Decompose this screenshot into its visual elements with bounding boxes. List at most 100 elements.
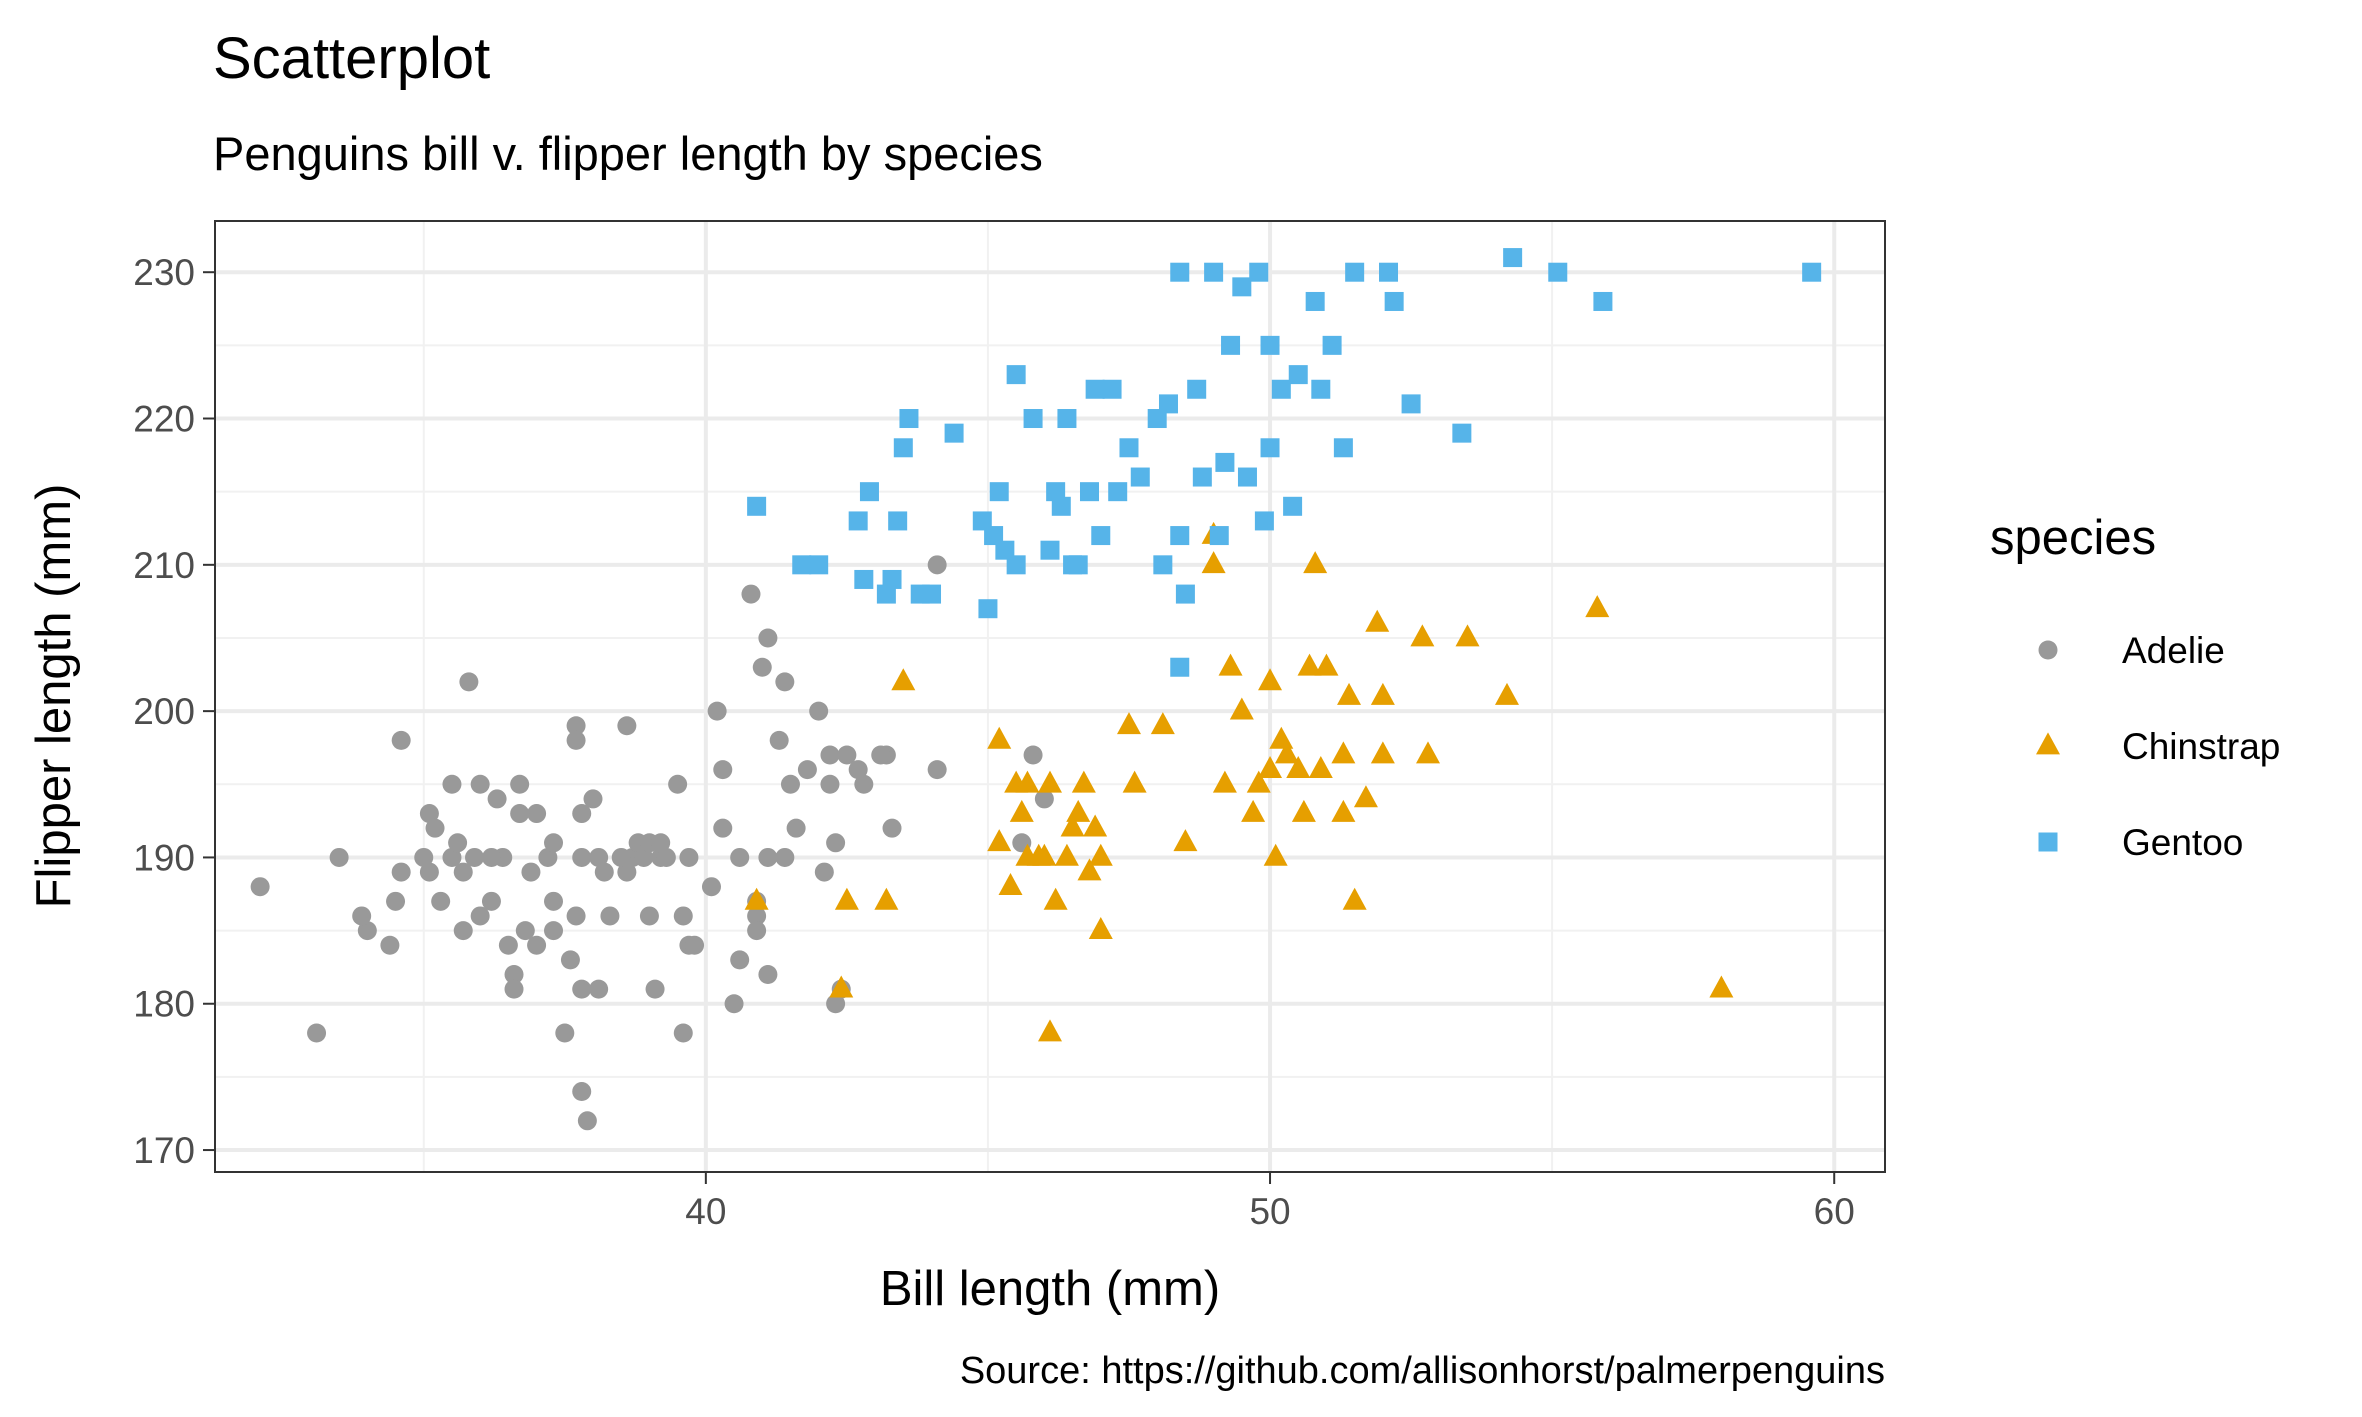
data-point-gentoo (1283, 496, 1303, 516)
data-point-adelie (470, 906, 490, 926)
data-point-chinstrap (1212, 770, 1237, 793)
data-point-chinstrap (1088, 916, 1113, 939)
data-point-adelie (498, 935, 518, 955)
data-point-adelie (639, 906, 659, 926)
data-point-chinstrap (1083, 814, 1108, 837)
data-point-chinstrap (1241, 799, 1266, 822)
data-point-adelie (611, 847, 631, 867)
data-point-adelie (600, 906, 620, 926)
data-point-chinstrap (1297, 653, 1322, 676)
data-point-adelie (425, 818, 445, 838)
data-point-chinstrap (987, 829, 1012, 852)
data-point-gentoo (1232, 277, 1252, 297)
data-point-chinstrap (1060, 814, 1085, 837)
data-point-adelie (707, 701, 727, 721)
data-point-adelie (820, 774, 840, 794)
data-point-chinstrap (1122, 770, 1147, 793)
data-point-adelie (453, 921, 473, 941)
data-point-gentoo (1006, 555, 1026, 575)
data-point-gentoo (1305, 291, 1325, 311)
data-point-gentoo (1345, 262, 1365, 282)
legend-label-gentoo: Gentoo (2122, 822, 2243, 863)
data-point-gentoo (1401, 394, 1421, 414)
data-point-adelie (521, 862, 541, 882)
legend-label-adelie: Adelie (2122, 630, 2225, 671)
data-point-gentoo (747, 496, 767, 516)
y-tick-label: 170 (133, 1130, 195, 1171)
data-point-adelie (786, 818, 806, 838)
legend: Adelie Chinstrap Gentoo (2036, 630, 2280, 863)
data-point-gentoo (995, 540, 1015, 560)
data-point-chinstrap (1416, 741, 1441, 764)
data-point-chinstrap (1303, 551, 1328, 574)
data-point-adelie (510, 804, 530, 824)
data-point-adelie (453, 862, 473, 882)
data-point-gentoo (1023, 409, 1043, 429)
data-point-chinstrap (1038, 770, 1062, 793)
data-point-adelie (685, 935, 705, 955)
data-point-adelie (797, 760, 817, 780)
data-point-gentoo (1260, 335, 1280, 355)
data-point-chinstrap (891, 668, 916, 691)
data-point-chinstrap (1116, 712, 1141, 735)
data-point-adelie (391, 862, 411, 882)
data-point-adelie (566, 716, 586, 736)
data-point-chinstrap (1308, 756, 1333, 779)
data-point-chinstrap (1263, 843, 1288, 866)
data-point-chinstrap (1494, 682, 1519, 705)
data-point-gentoo (1260, 438, 1280, 458)
data-point-gentoo (1802, 262, 1822, 282)
data-point-adelie (527, 935, 547, 955)
data-point-adelie (431, 891, 451, 911)
data-point-gentoo (1130, 467, 1150, 487)
data-point-gentoo (899, 409, 919, 429)
data-point-chinstrap (1229, 697, 1254, 720)
data-point-gentoo (809, 555, 829, 575)
data-point-adelie (617, 716, 637, 736)
data-point-adelie (566, 730, 586, 750)
data-point-adelie (724, 994, 744, 1014)
data-point-gentoo (888, 511, 908, 531)
data-point-adelie (673, 906, 693, 926)
data-point-chinstrap (987, 726, 1012, 749)
data-point-adelie (504, 979, 524, 999)
data-point-gentoo (1147, 409, 1167, 429)
data-point-adelie (589, 979, 609, 999)
data-point-adelie (848, 760, 868, 780)
data-point-gentoo (1254, 511, 1274, 531)
y-axis-title: Flipper length (mm) (27, 484, 81, 909)
data-point-chinstrap (1077, 858, 1102, 881)
data-point-chinstrap (1201, 551, 1226, 574)
data-point-adelie (515, 921, 535, 941)
data-point-adelie (837, 745, 857, 765)
data-point-chinstrap (1286, 756, 1311, 779)
data-point-gentoo (859, 482, 879, 502)
data-point-gentoo (1102, 379, 1122, 399)
data-point-chinstrap (1291, 799, 1316, 822)
series-chinstrap (744, 521, 1734, 1042)
data-point-adelie (927, 760, 947, 780)
data-point-chinstrap (1365, 609, 1390, 632)
data-point-chinstrap (1337, 682, 1362, 705)
data-point-adelie (713, 760, 733, 780)
data-point-gentoo (1170, 262, 1190, 282)
plot-panel (215, 221, 1885, 1172)
data-point-adelie (357, 921, 377, 941)
data-point-adelie (747, 906, 767, 926)
data-point-chinstrap (1709, 975, 1734, 998)
data-point-gentoo (854, 569, 874, 589)
data-point-gentoo (1209, 526, 1229, 546)
data-point-adelie (594, 862, 614, 882)
data-point-adelie (826, 833, 846, 853)
data-point-gentoo (922, 584, 942, 604)
data-point-adelie (544, 921, 564, 941)
data-point-chinstrap (1054, 843, 1079, 866)
data-point-chinstrap (1009, 799, 1034, 822)
data-point-gentoo (876, 584, 896, 604)
data-point-adelie (470, 774, 490, 794)
data-point-chinstrap (1274, 741, 1299, 764)
data-point-adelie (560, 950, 580, 970)
data-point-adelie (713, 818, 733, 838)
data-point-gentoo (1040, 540, 1060, 560)
data-point-adelie (538, 847, 558, 867)
